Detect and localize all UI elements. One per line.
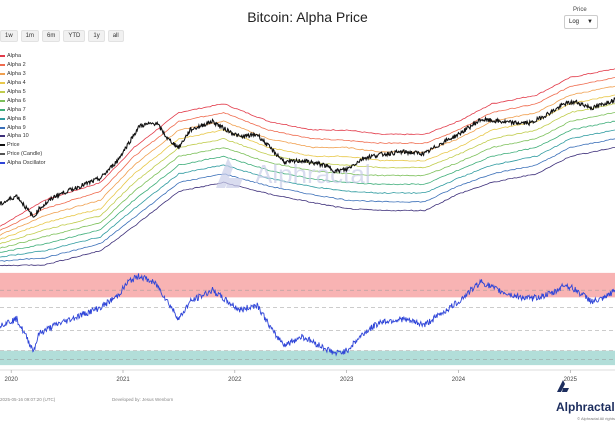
legend-item[interactable]: Alpha 10	[0, 132, 46, 141]
legend-label: Alpha 5	[7, 89, 26, 95]
chevron-down-icon: ▼	[587, 19, 593, 25]
range-button-1w[interactable]: 1w	[0, 30, 18, 42]
legend-item[interactable]: Alpha 7	[0, 105, 46, 114]
legend-swatch	[0, 162, 5, 165]
x-tick-label-2024: 2024	[452, 377, 466, 383]
legend-item[interactable]: Alpha 9	[0, 123, 46, 132]
legend-swatch	[0, 108, 5, 111]
range-button-1y[interactable]: 1y	[88, 30, 105, 42]
range-button-1m[interactable]: 1m	[20, 30, 40, 42]
brand-rights: © Alphractal All rights	[577, 416, 615, 421]
legend-swatch	[0, 82, 5, 85]
legend-swatch	[0, 135, 5, 138]
legend: Alpha Alpha 2 Alpha 3 Alpha 4 Alpha 5 Alpha 6…	[0, 52, 46, 168]
footer-developer: Developed by: Jesus Wenborn	[112, 397, 174, 402]
scale-select-value: Log	[569, 19, 580, 25]
legend-item[interactable]: Price	[0, 141, 46, 150]
range-button-ytd[interactable]: YTD	[63, 30, 86, 42]
legend-swatch	[0, 144, 5, 147]
legend-label: Alpha 9	[7, 124, 26, 131]
series-line-alpha-2	[0, 77, 615, 231]
series-line-price	[0, 97, 615, 218]
x-tick-label-2021: 2021	[116, 377, 130, 383]
legend-label: Alpha Oscillator	[7, 160, 46, 167]
alphractal-logo-icon	[556, 379, 570, 398]
legend-item[interactable]: Alpha	[0, 52, 46, 61]
legend-item[interactable]: Alpha Oscillator	[0, 159, 46, 168]
scale-control: Price Log ▼	[564, 7, 598, 29]
series-line-alpha	[0, 68, 615, 227]
legend-label: Alpha	[7, 53, 22, 60]
legend-swatch	[0, 153, 5, 156]
x-tick-label-2022: 2022	[228, 377, 242, 383]
legend-swatch	[0, 117, 5, 120]
oscillator-lower-zone	[0, 350, 615, 366]
x-tick-label-2023: 2023	[340, 377, 354, 383]
range-button-all[interactable]: all	[107, 30, 124, 42]
legend-item[interactable]: Alpha 5	[0, 88, 46, 97]
legend-label: Alpha 6	[7, 97, 26, 104]
legend-label: Price (Candle)	[7, 151, 43, 158]
legend-swatch	[0, 126, 5, 129]
series-line-alpha-8	[0, 129, 615, 258]
legend-label: Alpha 10	[7, 133, 29, 140]
legend-swatch	[0, 55, 5, 58]
series-line-alpha-5	[0, 103, 615, 245]
series-line-alpha-6	[0, 112, 615, 249]
legend-item[interactable]: Alpha 8	[0, 114, 46, 123]
legend-swatch	[0, 64, 5, 67]
legend-item[interactable]: Price (Candle)	[0, 150, 46, 159]
legend-swatch	[0, 91, 5, 93]
legend-label: Alpha 7	[7, 106, 26, 113]
legend-label: Alpha 3	[7, 71, 26, 78]
brand-logo: Alphractal © Alphractal All rights	[556, 379, 615, 421]
scale-label: Price	[573, 7, 587, 13]
legend-label: Alpha 8	[7, 115, 26, 122]
series-line-alpha-9	[0, 138, 615, 262]
watermark-logo-icon	[216, 158, 243, 188]
range-selector: 1w 1m 6m YTD 1y all	[0, 30, 124, 42]
series-line-alpha-oscillator	[0, 273, 615, 357]
series-line-alpha-7	[0, 120, 615, 253]
series-line-alpha-4	[0, 94, 615, 240]
legend-label: Alpha 2	[7, 62, 26, 69]
legend-label: Alpha 4	[7, 80, 26, 87]
footer-timestamp: 2025-05-16 09:07:20 (UTC)	[0, 397, 56, 402]
legend-item[interactable]: Alpha 2	[0, 61, 46, 70]
chart-title: Bitcoin: Alpha Price	[247, 9, 368, 25]
scale-select[interactable]: Log ▼	[564, 15, 598, 29]
chart-canvas: Alphractal 2020 2021 2022 2023 2024 2025	[0, 68, 615, 383]
legend-item[interactable]: Alpha 6	[0, 96, 46, 105]
legend-label: Price	[7, 142, 20, 149]
legend-swatch	[0, 73, 5, 76]
series-line-alpha-3	[0, 85, 615, 236]
brand-name: Alphractal	[556, 400, 615, 414]
watermark-text: Alphractal	[255, 159, 371, 189]
legend-item[interactable]: Alpha 3	[0, 70, 46, 79]
legend-swatch	[0, 99, 5, 102]
legend-item[interactable]: Alpha 4	[0, 79, 46, 88]
series-line-alpha-10	[0, 147, 615, 267]
x-tick-label-2020: 2020	[5, 377, 19, 383]
oscillator-upper-zone	[0, 272, 615, 298]
range-button-6m[interactable]: 6m	[42, 30, 61, 42]
